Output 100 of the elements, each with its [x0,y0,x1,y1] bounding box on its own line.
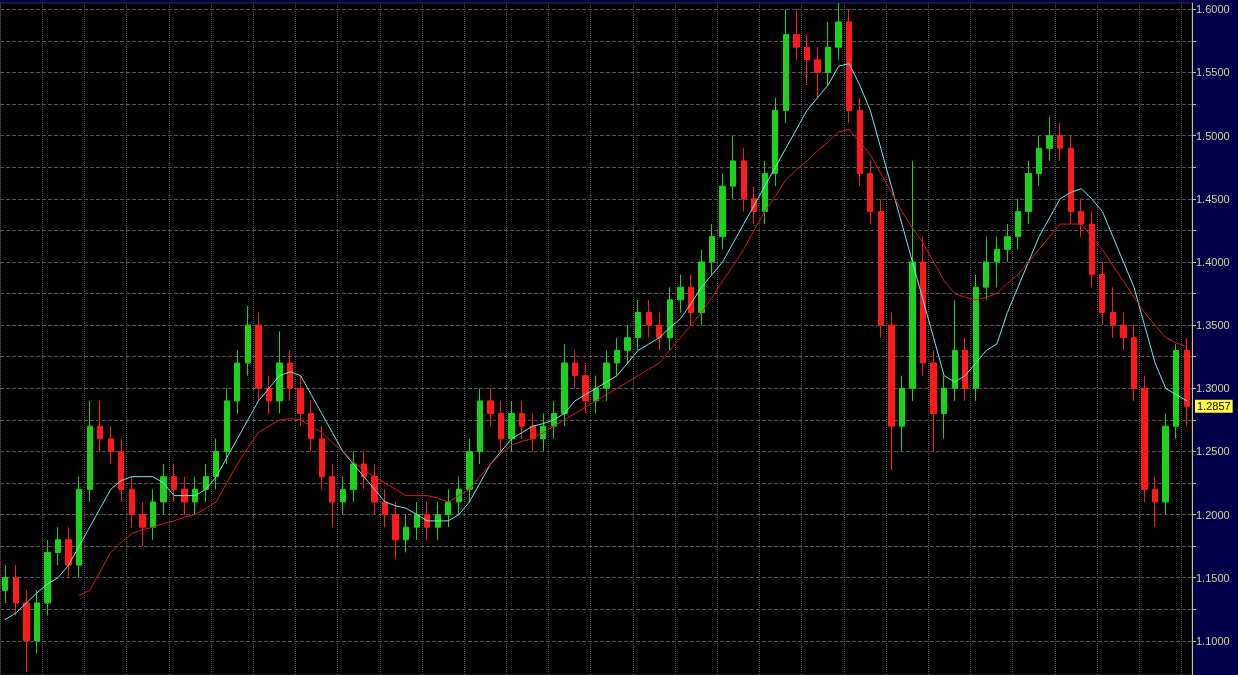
candlestick [139,501,146,547]
line-series [4,63,1188,620]
candlestick [487,387,494,427]
candlestick [1184,337,1190,427]
candlestick [1004,223,1011,263]
candlestick [466,438,473,503]
candlestick [857,97,863,187]
candlestick [1089,210,1095,288]
candlestick [477,387,483,465]
candlestick [804,34,810,86]
candlestick [677,274,684,313]
candlestick [1046,116,1053,162]
candlestick [224,387,230,465]
candlestick [1152,476,1158,528]
candlestick [414,501,420,541]
candlestick [255,311,262,402]
candlestick [973,274,979,402]
candlestick [350,450,357,503]
candlestick [329,463,335,528]
candlestick [920,236,926,377]
candlestick [1078,198,1084,238]
candlestick [371,463,378,516]
candlestick [783,8,789,124]
candlestick [667,286,673,351]
candlestick [1025,160,1032,225]
candlestick [203,463,209,503]
y-tick-label: 1.6000 [1196,3,1230,16]
candlestick [867,160,873,225]
candlestick [698,248,705,326]
candlestick [234,349,240,415]
candlestick [1099,261,1105,326]
candlestick [572,349,578,389]
candlestick [44,539,51,617]
candlestick [508,400,515,452]
candlestick [403,514,409,553]
candlestick [846,8,852,124]
candlestick [593,375,599,415]
candlestick [635,299,641,351]
candlestick [160,463,167,516]
candlestick [603,349,610,402]
y-tick-label: 1.5500 [1196,66,1230,79]
candlestick [76,476,82,579]
candlestick [952,299,958,402]
candlestick [424,501,430,541]
y-tick-label: 1.1000 [1196,634,1230,647]
y-tick-label: 1.3000 [1196,382,1230,395]
candlestick [825,21,831,86]
annotation: 1.2857 [1197,400,1231,413]
candlestick [719,173,726,250]
candlestick [192,476,198,516]
candlestick [909,160,916,402]
candlestick [519,400,525,440]
y-tick-label: 1.4500 [1196,192,1230,205]
candlestick [382,488,388,528]
line-series [78,128,1188,596]
candlestick [276,330,283,415]
candlestick [688,274,694,326]
y-tick-label: 1.2500 [1196,445,1230,458]
candlestick [1120,311,1127,351]
candlestick [899,375,905,452]
candlestick [709,223,715,276]
candlestick [171,463,177,503]
candlestick [245,305,251,377]
candlestick [1057,122,1063,162]
candlestick [582,362,589,415]
candlestick [129,476,135,528]
candlestick [266,375,272,415]
candlestick [1141,375,1148,503]
candlestick [646,299,652,339]
candlestick [1131,324,1137,402]
candlestick [656,311,662,351]
y-tick-label: 1.5000 [1196,129,1230,142]
candlestick [772,97,778,187]
candlestick [793,8,800,61]
candlestick [13,564,19,617]
candlestick [150,488,156,541]
candlestick [1036,135,1042,187]
candlestick [624,324,631,364]
candlestick [181,476,188,516]
candlestick [23,589,30,673]
y-tick-label: 1.3500 [1196,319,1230,332]
candlestick [540,413,546,452]
candlestick [287,349,293,402]
candlestick [297,375,304,427]
candlestick [561,343,568,427]
candlestick [1068,135,1074,225]
candlestick [962,337,968,402]
candlestick [55,526,61,566]
candlestick [983,236,989,301]
candlestick [34,589,40,655]
candlestick [445,488,451,528]
candlestick [319,425,325,490]
candlestick [888,311,895,471]
candlestick [741,147,747,212]
candlestick [65,526,72,579]
y-tick-label: 1.4000 [1196,255,1230,268]
candlestick [118,438,124,503]
candlestick [2,564,8,604]
candlestick [498,400,504,452]
candlestick [878,198,884,339]
